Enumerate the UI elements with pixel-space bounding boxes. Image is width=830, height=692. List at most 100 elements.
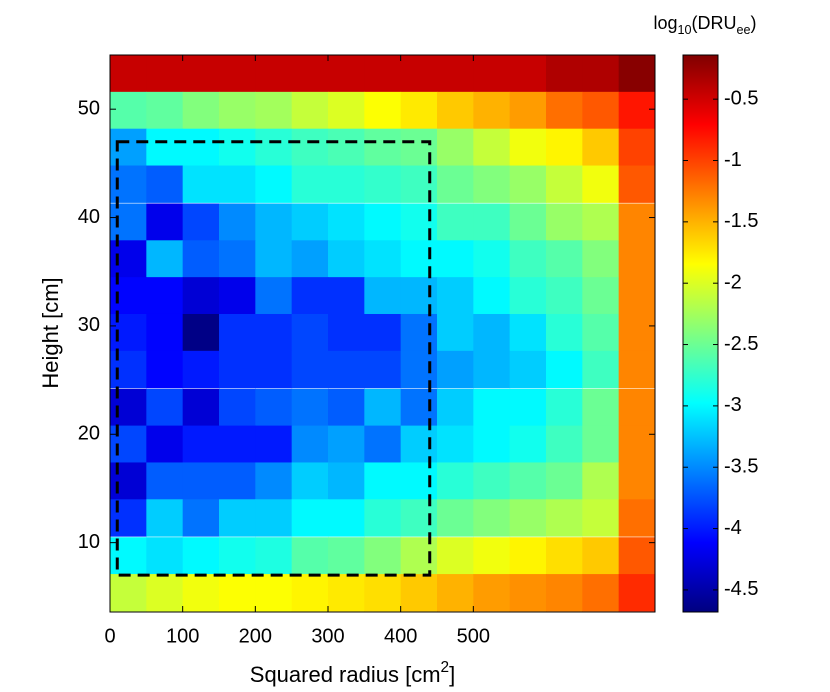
heatmap-cell xyxy=(582,574,620,612)
heatmap-cell xyxy=(618,128,656,167)
x-tick-label: 200 xyxy=(239,625,272,647)
heatmap-cell xyxy=(110,388,147,427)
heatmap-cell xyxy=(182,55,220,93)
heatmap-cell xyxy=(546,203,583,241)
heatmap-cell xyxy=(364,350,402,389)
heatmap-cell xyxy=(509,425,547,463)
heatmap-cell xyxy=(400,55,438,93)
heatmap-cell xyxy=(437,499,474,537)
heatmap-cell xyxy=(437,91,474,130)
heatmap-cell xyxy=(437,574,474,612)
heatmap-cell xyxy=(473,425,511,463)
heatmap-cell xyxy=(546,350,583,389)
heatmap-cell xyxy=(582,203,620,241)
heatmap-cell xyxy=(328,55,365,93)
heatmap-cell xyxy=(219,203,256,241)
heatmap-cell xyxy=(328,574,365,612)
heatmap-cell xyxy=(437,55,474,93)
heatmap-cell xyxy=(546,55,583,93)
heatmap-cell xyxy=(255,425,293,463)
colorbar-label-part: ) xyxy=(751,13,757,33)
x-tick-label: 100 xyxy=(166,625,199,647)
heatmap-cell xyxy=(328,165,365,203)
heatmap-cell xyxy=(546,240,583,278)
heatmap-cell xyxy=(328,462,365,500)
heatmap-cell xyxy=(255,350,293,389)
heatmap-cell xyxy=(509,350,547,389)
heatmap-cell xyxy=(255,499,293,537)
heatmap-cell xyxy=(291,425,329,463)
heatmap-cell xyxy=(618,277,656,315)
colorbar-label-part: ee xyxy=(737,23,751,37)
heatmap-cell xyxy=(473,240,511,278)
colorbar-tick-label: -1 xyxy=(724,149,742,171)
heatmap-cell xyxy=(582,499,620,537)
heatmap-cell xyxy=(546,425,583,463)
heatmap-cell xyxy=(291,165,329,203)
heatmap-cell xyxy=(546,499,583,537)
heatmap-cell xyxy=(328,128,365,167)
heatmap-cell xyxy=(546,462,583,500)
heatmap-cell xyxy=(618,462,656,500)
heatmap-cell xyxy=(182,91,220,130)
heatmap-cell xyxy=(146,388,184,427)
heatmap-cell xyxy=(182,203,220,241)
heatmap-cell xyxy=(291,462,329,500)
region-box xyxy=(115,140,432,577)
colorbar-label: log10(DRUee) xyxy=(653,13,756,38)
heatmap-cell xyxy=(437,277,474,315)
colorbar-label-part: (DRU xyxy=(692,13,737,33)
heatmap-cell xyxy=(618,240,656,278)
heatmap-cell xyxy=(437,313,474,352)
heatmap-cell xyxy=(182,350,220,389)
y-tick-label: 50 xyxy=(78,97,100,119)
heatmap-cell xyxy=(146,499,184,537)
x-tick-label: 500 xyxy=(457,625,490,647)
heatmap-cell xyxy=(364,499,402,537)
heatmap-cell xyxy=(582,91,620,130)
heatmap-cell xyxy=(618,425,656,463)
heatmap-cell xyxy=(473,499,511,537)
heatmap-cell xyxy=(400,425,438,463)
heatmap-cell xyxy=(291,277,329,315)
heatmap-cell xyxy=(255,313,293,352)
heatmap-cell xyxy=(182,537,220,575)
heatmap-cell xyxy=(473,537,511,575)
heatmap-cell xyxy=(255,55,293,93)
colorbar-label-part: 10 xyxy=(678,23,692,37)
heatmap-cell xyxy=(219,91,256,130)
heatmap-cell xyxy=(400,91,438,130)
heatmap-cell xyxy=(328,91,365,130)
heatmap-cell xyxy=(400,313,438,352)
heatmap-cell xyxy=(582,537,620,575)
colorbar xyxy=(682,54,719,613)
heatmap-cell xyxy=(110,499,147,537)
heatmap-cell xyxy=(473,165,511,203)
heatmap-cell xyxy=(437,240,474,278)
heatmap-cell xyxy=(582,462,620,500)
x-axis-label-part: 2 xyxy=(441,659,450,676)
heatmap-cell xyxy=(110,91,147,130)
heatmap-cell xyxy=(473,462,511,500)
heatmap-cell xyxy=(509,240,547,278)
heatmap-cell xyxy=(146,425,184,463)
heatmap-cell xyxy=(509,499,547,537)
heatmap-cell xyxy=(291,350,329,389)
heatmap-cell xyxy=(582,55,620,93)
heatmap-cell xyxy=(364,240,402,278)
heatmap-cell xyxy=(364,55,402,93)
heatmap-cell xyxy=(437,165,474,203)
heatmap-cell xyxy=(509,55,547,93)
heatmap-cell xyxy=(546,388,583,427)
heatmap-cell xyxy=(400,537,438,575)
heatmap-cell xyxy=(110,313,147,352)
heatmap-cell xyxy=(291,91,329,130)
heatmap-cell xyxy=(509,91,547,130)
heatmap-cell xyxy=(582,240,620,278)
heatmap-cell xyxy=(546,537,583,575)
heatmap-cell xyxy=(182,165,220,203)
heatmap-cell xyxy=(509,574,547,612)
y-tick-label: 20 xyxy=(78,423,100,445)
y-tick-label: 40 xyxy=(78,206,100,228)
